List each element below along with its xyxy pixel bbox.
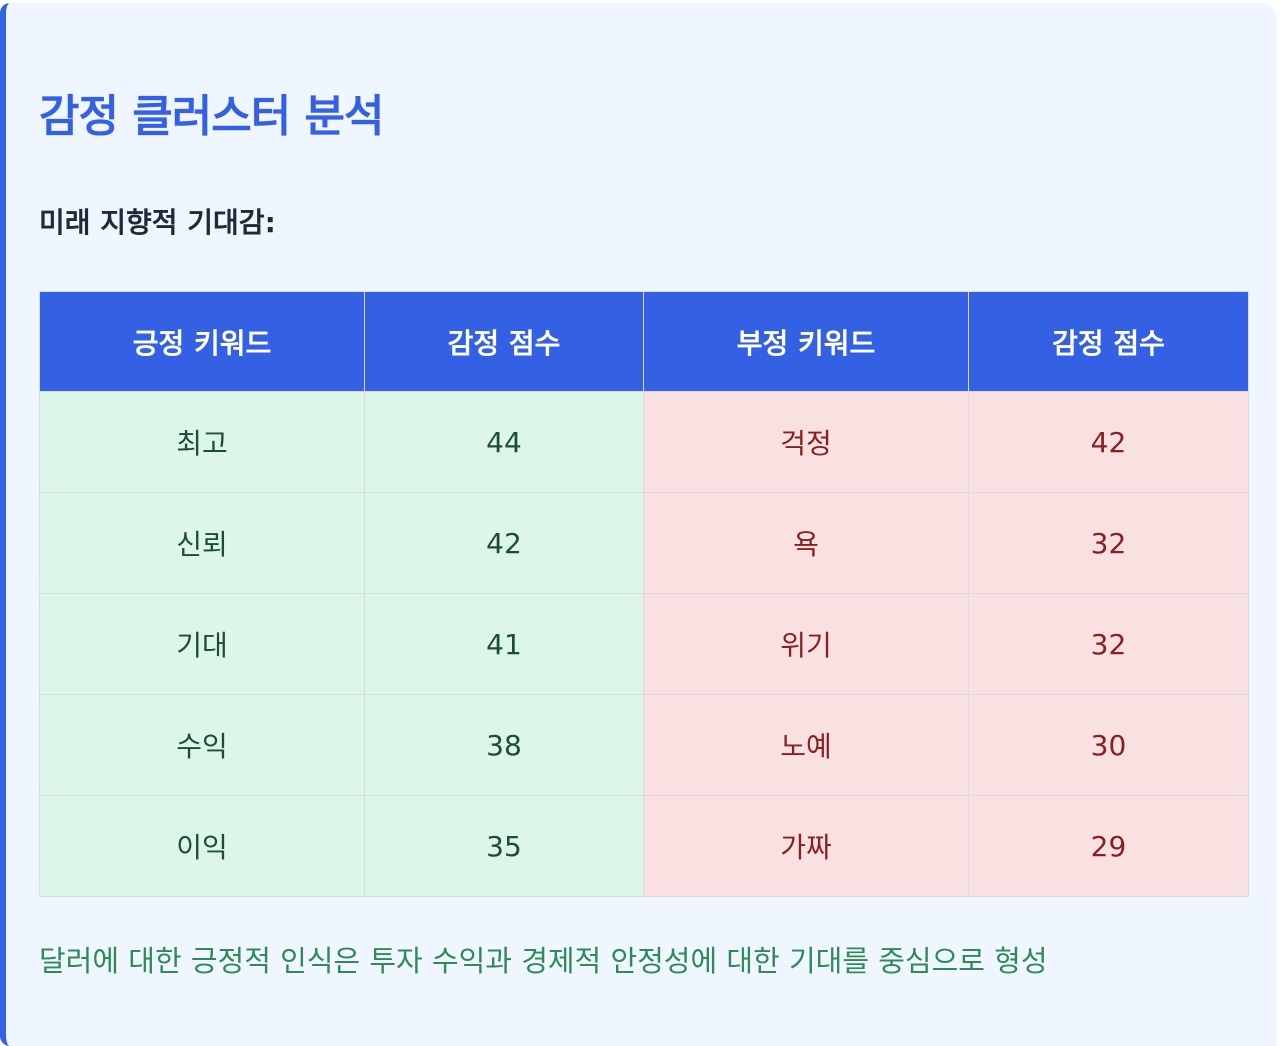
conclusion-text: 달러에 대한 긍정적 인식은 투자 수익과 경제적 안정성에 대한 기대를 중심… xyxy=(39,944,1048,978)
table-row: 신뢰 42 욕 32 xyxy=(39,492,1249,594)
negative-keyword-cell: 위기 xyxy=(643,593,969,695)
positive-score-cell: 38 xyxy=(364,694,644,796)
negative-score-cell: 32 xyxy=(968,492,1249,594)
negative-score-cell: 32 xyxy=(968,593,1249,695)
header-negative-score: 감정 점수 xyxy=(968,291,1249,392)
header-negative-keyword: 부정 키워드 xyxy=(643,291,969,392)
positive-keyword-cell: 기대 xyxy=(39,593,365,695)
positive-keyword-cell: 이익 xyxy=(39,795,365,897)
sentiment-table: 긍정 키워드 감정 점수 부정 키워드 감정 점수 최고 44 걱정 42 신뢰… xyxy=(39,291,1249,897)
negative-keyword-cell: 욕 xyxy=(643,492,969,594)
negative-keyword-cell: 가짜 xyxy=(643,795,969,897)
table-row: 이익 35 가짜 29 xyxy=(39,795,1249,897)
table-header-row: 긍정 키워드 감정 점수 부정 키워드 감정 점수 xyxy=(39,291,1249,392)
negative-score-cell: 29 xyxy=(968,795,1249,897)
positive-score-cell: 41 xyxy=(364,593,644,695)
positive-score-cell: 35 xyxy=(364,795,644,897)
header-positive-score: 감정 점수 xyxy=(364,291,644,392)
negative-score-cell: 30 xyxy=(968,694,1249,796)
header-positive-keyword: 긍정 키워드 xyxy=(39,291,365,392)
negative-score-cell: 42 xyxy=(968,391,1249,493)
table-row: 최고 44 걱정 42 xyxy=(39,391,1249,493)
table-row: 수익 38 노예 30 xyxy=(39,694,1249,796)
page-title: 감정 클러스터 분석 xyxy=(39,91,384,142)
positive-keyword-cell: 수익 xyxy=(39,694,365,796)
negative-keyword-cell: 노예 xyxy=(643,694,969,796)
positive-score-cell: 42 xyxy=(364,492,644,594)
table-row: 기대 41 위기 32 xyxy=(39,593,1249,695)
section-subtitle: 미래 지향적 기대감: xyxy=(39,206,276,239)
negative-keyword-cell: 걱정 xyxy=(643,391,969,493)
positive-keyword-cell: 최고 xyxy=(39,391,365,493)
analysis-card: 감정 클러스터 분석 미래 지향적 기대감: 긍정 키워드 감정 점수 부정 키… xyxy=(0,3,1277,1046)
positive-score-cell: 44 xyxy=(364,391,644,493)
positive-keyword-cell: 신뢰 xyxy=(39,492,365,594)
